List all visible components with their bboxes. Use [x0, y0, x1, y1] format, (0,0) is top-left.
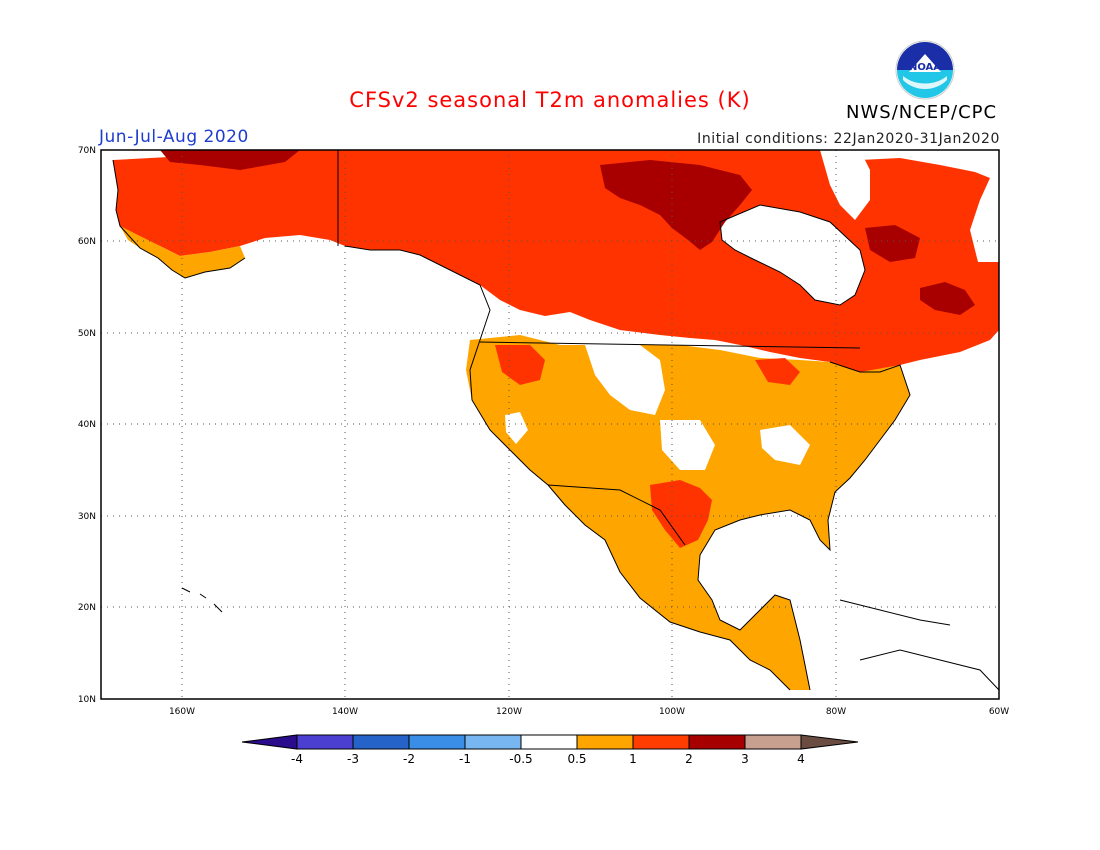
svg-text:NOAA: NOAA — [909, 62, 941, 73]
colorbar-label: -4 — [291, 752, 303, 766]
colorbar-segment — [520, 734, 578, 750]
warm-patch-greatlakes — [755, 358, 800, 385]
warm-region-alaska-fringe — [120, 226, 245, 278]
lat-tick-label: 50N — [78, 329, 96, 339]
colorbar-segment — [352, 734, 410, 750]
agency-label: NWS/NCEP/CPC — [846, 102, 998, 123]
lat-tick-label: 40N — [78, 420, 96, 430]
lat-tick-label: 20N — [78, 603, 96, 613]
warm-patch-northwest — [495, 345, 545, 385]
neutral-patch-midwest — [660, 420, 715, 470]
season-label: Jun-Jul-Aug 2020 — [99, 127, 249, 147]
initial-conditions-label: Initial conditions: 22Jan2020-31Jan2020 — [697, 131, 1000, 147]
hot-core-quebec — [865, 225, 920, 262]
warm-patch-texas — [650, 480, 712, 548]
neutral-patch-southwest — [505, 412, 528, 444]
lat-tick-label: 70N — [78, 146, 96, 156]
colorbar-label: -1 — [459, 752, 471, 766]
lon-tick-label: 120W — [496, 707, 522, 717]
hot-core-labrador — [920, 282, 975, 315]
colorbar-segment — [576, 734, 634, 750]
colorbar-label: -3 — [347, 752, 359, 766]
colorbar-label: 0.5 — [567, 752, 586, 766]
lat-tick-label: 30N — [78, 512, 96, 522]
colorbar-labels: -4 -3 -2 -1 -0.5 0.5 1 2 3 4 — [291, 752, 805, 766]
coastlines — [112, 150, 1000, 691]
colorbar-label: -2 — [403, 752, 415, 766]
colorbar-segment — [464, 734, 522, 750]
lon-tick-label: 160W — [169, 707, 195, 717]
colorbar-label: 3 — [741, 752, 749, 766]
plot-frame — [100, 149, 1000, 700]
colorbar-label: 1 — [629, 752, 637, 766]
colorbar-label: 2 — [685, 752, 693, 766]
warm-region-north — [113, 150, 999, 372]
anomaly-shading — [113, 150, 999, 690]
lat-tick-label: 60N — [78, 237, 96, 247]
colorbar-label: 4 — [797, 752, 805, 766]
neutral-patch-ohio — [760, 425, 810, 465]
hot-core-canada — [600, 160, 752, 250]
colorbar-segment — [800, 734, 859, 750]
neutral-region-hudson — [720, 205, 865, 305]
neutral-patch-plains — [585, 345, 665, 415]
colorbar-segment — [744, 734, 802, 750]
colorbar-segment — [296, 734, 354, 750]
lon-tick-label: 100W — [659, 707, 685, 717]
colorbar-segment — [632, 734, 690, 750]
lon-tick-label: 140W — [332, 707, 358, 717]
hot-core-alaska-north — [160, 150, 300, 170]
map-title: CFSv2 seasonal T2m anomalies (K) — [349, 88, 751, 112]
colorbar-segment — [408, 734, 466, 750]
latitude-axis: 70N 60N 50N 40N 30N 20N 10N — [78, 146, 96, 705]
colorbar-segment — [241, 734, 298, 750]
noaa-logo: NOAA — [895, 40, 955, 100]
neutral-region-arctic-north — [820, 150, 870, 220]
colorbar-label: -0.5 — [509, 752, 532, 766]
longitude-axis: 160W 140W 120W 100W 80W 60W — [169, 707, 1009, 717]
lat-tick-label: 10N — [78, 695, 96, 705]
lon-tick-label: 60W — [989, 707, 1009, 717]
colorbar — [241, 734, 859, 750]
colorbar-segment — [688, 734, 746, 750]
lon-tick-label: 80W — [826, 707, 846, 717]
